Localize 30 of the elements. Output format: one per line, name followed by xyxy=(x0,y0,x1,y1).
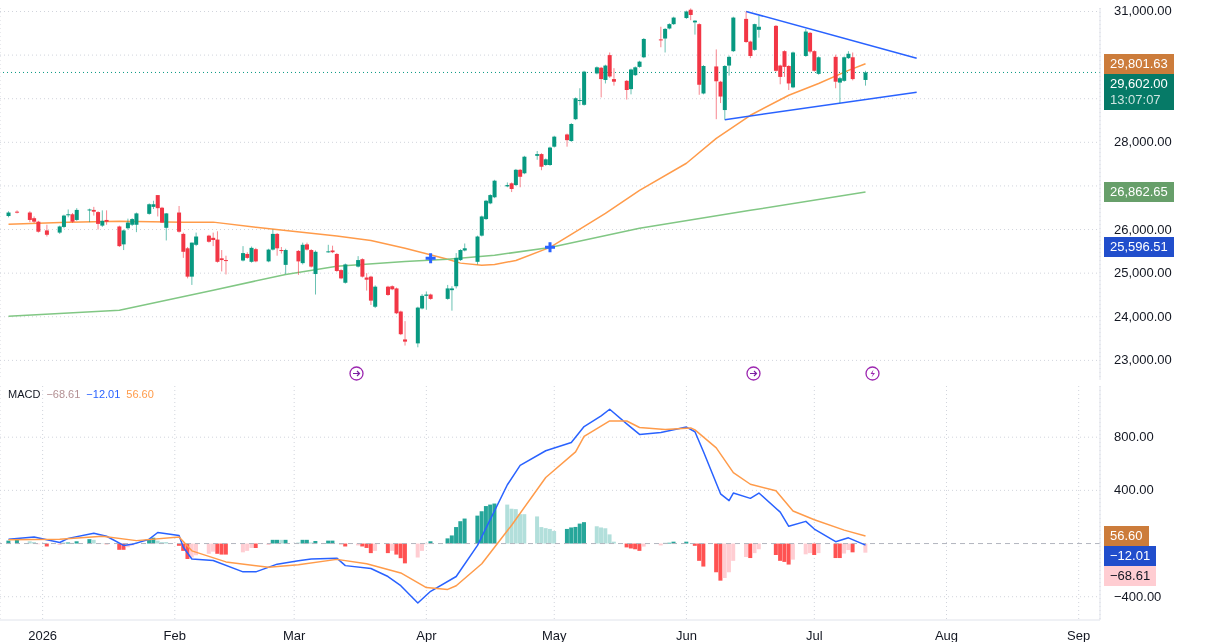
text: 26,862.65 xyxy=(1110,183,1168,200)
text: 13:07:07 xyxy=(1110,91,1162,108)
annotation: −12.01 xyxy=(86,388,121,400)
x-tick-label: 2026 xyxy=(28,628,58,642)
y-tick-label: 28,000.00 xyxy=(1114,134,1172,150)
y-tick-label: 800.00 xyxy=(1114,429,1154,445)
x-tick-label: Aug xyxy=(934,628,959,642)
ref-line-label: 29,602.00 xyxy=(1110,75,1168,92)
chart-title: MACD xyxy=(8,388,41,400)
x-tick-label: May xyxy=(541,628,568,642)
text: 29,801.63 xyxy=(1110,55,1168,72)
x-tick-label: Apr xyxy=(416,628,438,642)
y-tick-label: 23,000.00 xyxy=(1114,352,1172,368)
y-tick-label: 31,000.00 xyxy=(1114,3,1172,19)
y-tick-label: 26,000.00 xyxy=(1114,221,1172,237)
x-tick-label: Mar xyxy=(282,628,307,642)
annotation: −68.61 xyxy=(46,388,81,400)
text: 56.60 xyxy=(1110,528,1143,545)
y-tick-label: 25,000.00 xyxy=(1114,265,1172,281)
y-tick-label: −400.00 xyxy=(1114,588,1162,604)
x-tick-label: Jun xyxy=(675,628,697,642)
y-tick-label: 24,000.00 xyxy=(1114,308,1172,324)
x-tick-label: Feb xyxy=(163,628,187,642)
text: −68.61 xyxy=(1110,568,1151,585)
text: −12.01 xyxy=(1110,548,1151,565)
x-tick-label: Jul xyxy=(806,628,823,642)
y-tick-label: 400.00 xyxy=(1114,482,1154,498)
text: 25,596.51 xyxy=(1110,239,1168,256)
x-tick-label: Sep xyxy=(1067,628,1091,642)
annotation: 56.60 xyxy=(126,388,154,400)
